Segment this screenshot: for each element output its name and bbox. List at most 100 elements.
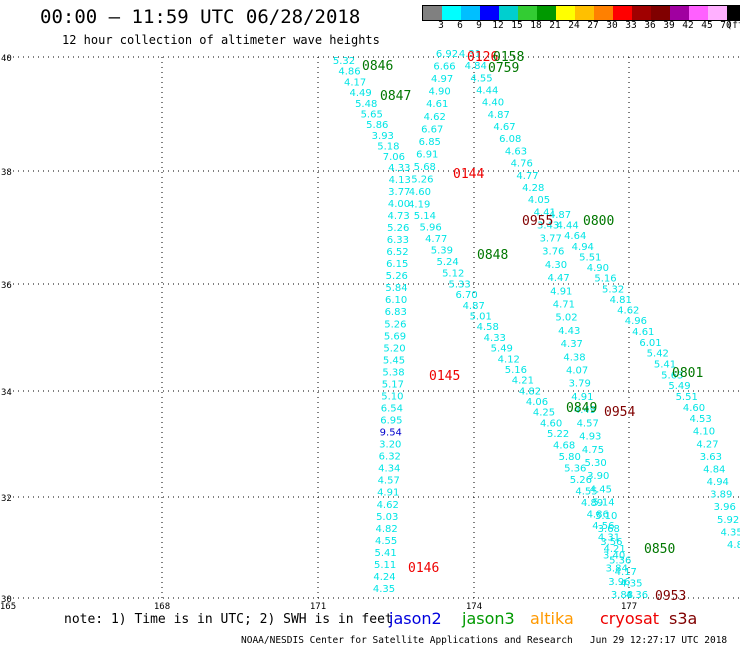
- wave-height-label: 4.05: [528, 195, 550, 206]
- wave-height-label: 5.33: [448, 279, 470, 290]
- wave-height-label: 5.96: [419, 223, 441, 234]
- wave-height-label: 4.96: [625, 316, 647, 327]
- lon-tick-label: 174: [466, 602, 482, 612]
- wave-height-label: 3.20: [379, 440, 401, 451]
- wave-height-label: 5.32: [602, 284, 624, 295]
- legend-swatch: [613, 6, 632, 20]
- wave-height-label: 4.56: [592, 521, 614, 532]
- page-subtitle: 12 hour collection of altimeter wave hei…: [62, 33, 380, 47]
- wave-height-label: 4.24: [373, 572, 395, 583]
- wave-height-label: 4.61: [632, 327, 654, 338]
- wave-height-label: 4.90: [428, 87, 450, 98]
- pass-time-label: 0144: [453, 167, 484, 182]
- wave-height-label: 4.35: [620, 579, 642, 590]
- legend-swatch: [480, 6, 499, 20]
- wave-height-label: 4.63: [505, 146, 527, 157]
- wave-height-label: 4.13: [389, 175, 411, 186]
- footer-credit: NOAA/NESDIS Center for Satellite Applica…: [241, 635, 728, 646]
- wave-height-label: 5.48: [355, 99, 377, 110]
- lat-tick-label: 40: [1, 54, 12, 64]
- wave-height-label: 4.47: [547, 273, 569, 284]
- wave-height-label: 6.01: [639, 338, 661, 349]
- wave-height-label: 4.76: [511, 159, 533, 170]
- wave-height-label: 3.63: [700, 452, 722, 463]
- lon-tick-label: 171: [310, 602, 326, 612]
- wave-height-label: 4.77: [425, 234, 447, 245]
- wave-height-label: 4.94: [572, 242, 594, 253]
- wave-height-label: 6.91: [416, 150, 438, 161]
- wave-height-label: 4.17: [615, 567, 637, 578]
- wave-height-label: 5.02: [555, 313, 577, 324]
- wave-height-label: 5.80: [559, 452, 581, 463]
- altimeter-track: 6.926.664.974.904.614.626.676.856.915.68…: [408, 49, 648, 601]
- wave-height-label: 3.93: [372, 131, 394, 142]
- legend-swatch: [575, 6, 594, 20]
- altimeter-track: 4.314.844.554.444.404.874.676.084.634.76…: [459, 49, 633, 601]
- legend-label: 9: [476, 20, 482, 31]
- wave-height-label: 4.87: [488, 110, 510, 121]
- wave-height-label: 4.89: [581, 498, 603, 509]
- wave-height-label: 6.95: [380, 416, 402, 427]
- wave-height-label: 4.62: [377, 500, 399, 511]
- wave-height-label: 3.96: [608, 577, 630, 588]
- wave-height-label: 5.39: [431, 245, 453, 256]
- wave-height-label: 5.42: [647, 349, 669, 360]
- wave-height-label: 4.07: [566, 366, 588, 377]
- wave-height-label: 3.79: [569, 379, 591, 390]
- wave-height-label: 4.45: [590, 484, 612, 495]
- wave-height-label: 5.16: [594, 274, 616, 285]
- wave-height-label: 4.25: [533, 408, 555, 419]
- wave-height-label: 4.91: [377, 488, 399, 499]
- wave-height-label: 4.27: [696, 439, 718, 450]
- lat-tick-label: 38: [1, 168, 12, 178]
- satellite-legend-item: jason2: [389, 609, 442, 628]
- wave-height-label: 4.30: [545, 260, 567, 271]
- wave-height-label: 5.18: [377, 142, 399, 153]
- pass-time-label: 0146: [408, 561, 439, 576]
- wave-height-label: 4.58: [477, 322, 499, 333]
- lat-tick-label: 32: [1, 494, 12, 504]
- pass-time-label: 0849: [566, 401, 597, 416]
- wave-height-label: 4.86: [338, 67, 360, 78]
- wave-height-label: 4.67: [493, 122, 515, 133]
- legend-swatch: [594, 6, 613, 20]
- wave-height-label: 6.85: [419, 137, 441, 148]
- wave-height-label: 5.84: [385, 283, 407, 294]
- wave-height-label: 5.01: [470, 312, 492, 323]
- legend-swatch: [423, 6, 442, 20]
- color-scale-legend: [422, 5, 740, 21]
- wave-height-label: 5.14: [592, 498, 614, 509]
- wave-height-label: 5.32: [333, 56, 355, 67]
- satellite-legend-item: cryosat: [600, 609, 660, 628]
- wave-height-label: 5.10: [595, 511, 617, 522]
- wave-height-label: 4.87: [463, 301, 485, 312]
- wave-height-label: 4.40: [482, 98, 504, 109]
- wave-height-label: 4.37: [561, 339, 583, 350]
- wave-height-label: 4.8: [727, 540, 740, 551]
- wave-height-label: 3.43: [537, 220, 559, 231]
- wave-height-label: 6.08: [499, 134, 521, 145]
- wave-height-label: 4.31: [459, 49, 481, 60]
- wave-height-label: 4.10: [693, 427, 715, 438]
- wave-height-label: 4.19: [408, 200, 430, 211]
- wave-height-label: 4.00: [388, 199, 410, 210]
- wave-height-label: 4.91: [550, 286, 572, 297]
- wave-height-label: 4.21: [603, 544, 625, 555]
- altimeter-track: 5.324.864.174.495.485.655.863.935.187.06…: [333, 56, 411, 595]
- wave-height-label: 6.66: [433, 62, 455, 73]
- legend-label: 24: [568, 20, 580, 31]
- altimeter-tracks: 5.324.864.174.495.485.655.863.935.187.06…: [333, 49, 740, 601]
- wave-height-label: 4.43: [558, 326, 580, 337]
- wave-height-label: 5.24: [436, 257, 458, 268]
- wave-height-label: 4.06: [526, 397, 548, 408]
- wave-height-label: 4.62: [617, 306, 639, 317]
- legend-label: 6: [457, 20, 463, 31]
- wave-height-label: 5.26: [570, 475, 592, 486]
- wave-height-label: 4.64: [564, 231, 586, 242]
- wave-height-label: 5.03: [376, 512, 398, 523]
- wave-height-label: 4.55: [375, 536, 397, 547]
- wave-height-label: 5.38: [382, 367, 404, 378]
- wave-height-label: 4.38: [563, 352, 585, 363]
